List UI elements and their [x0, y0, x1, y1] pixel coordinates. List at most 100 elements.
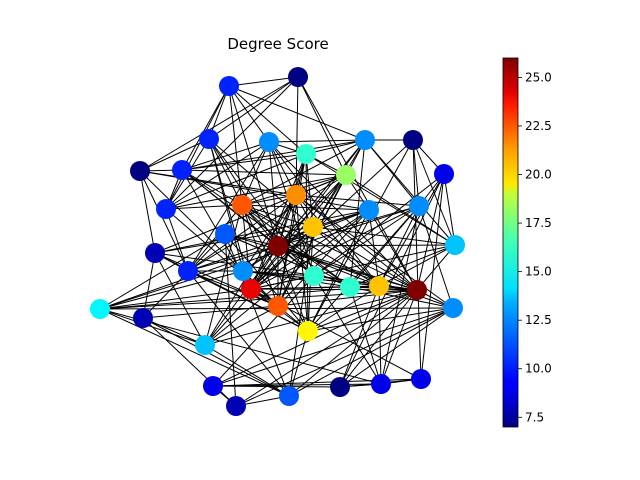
edge [204, 209, 370, 346]
colorbar: 7.5 10.0 12.5 15.0 17.5 20.0 22.5 25.0 [502, 57, 552, 428]
edge [208, 138, 279, 247]
edge [228, 85, 307, 155]
edge [187, 270, 290, 397]
edge [412, 139, 420, 207]
edge [99, 233, 226, 310]
edge [378, 173, 445, 287]
node [407, 280, 427, 300]
edge [165, 141, 270, 210]
edge [277, 289, 418, 307]
node [296, 144, 316, 164]
edge [297, 76, 347, 176]
node [226, 396, 246, 416]
edge [99, 270, 244, 310]
edge [204, 245, 279, 346]
edge [228, 85, 243, 206]
edge [154, 174, 347, 254]
edge [418, 205, 454, 309]
edge [288, 226, 314, 397]
colorbar-tick-label: 25.0 [525, 70, 552, 84]
edge [295, 194, 380, 287]
edge [268, 141, 315, 277]
edge [224, 233, 351, 288]
edge [139, 170, 189, 272]
edge [268, 141, 418, 291]
node-layer [90, 67, 465, 416]
edge [312, 226, 418, 291]
edge [187, 194, 297, 272]
edge [181, 169, 351, 288]
edge [187, 141, 270, 272]
edge [268, 139, 366, 143]
node [145, 243, 165, 263]
node [371, 374, 391, 394]
edge [228, 85, 366, 141]
colorbar-tick-label: 20.0 [525, 168, 552, 182]
edge [349, 244, 456, 288]
edge [242, 194, 297, 272]
edge [181, 169, 315, 277]
edge [142, 305, 279, 319]
edge [204, 344, 290, 397]
node [403, 130, 423, 150]
node [268, 296, 288, 316]
edge [364, 139, 456, 246]
edge [224, 233, 290, 397]
edge [181, 153, 307, 171]
node [369, 276, 389, 296]
edge [212, 385, 341, 388]
edge [208, 138, 315, 277]
edge [224, 233, 309, 332]
edge [241, 204, 370, 211]
edge [241, 139, 366, 206]
colorbar-ticks: 7.5 10.0 12.5 15.0 17.5 20.0 22.5 25.0 [518, 70, 552, 424]
edge [378, 285, 382, 385]
edge [305, 153, 314, 228]
edge [165, 76, 299, 210]
node [445, 235, 465, 255]
edge [154, 226, 314, 254]
edge [139, 76, 299, 172]
edge [165, 174, 347, 210]
edge [165, 85, 230, 210]
node [443, 298, 463, 318]
edge [99, 285, 380, 310]
edge [288, 307, 454, 397]
edge [181, 141, 270, 171]
chart-title: Degree Score [227, 35, 328, 53]
edge [420, 173, 445, 380]
edge [181, 139, 366, 171]
node [434, 164, 454, 184]
colorbar-tick-label: 7.5 [525, 410, 544, 424]
edge [208, 76, 299, 140]
edge [339, 307, 454, 388]
node [303, 217, 323, 237]
node [330, 377, 350, 397]
edge [181, 85, 230, 171]
node [304, 266, 324, 286]
node [130, 161, 150, 181]
edge [242, 270, 351, 288]
node [268, 236, 288, 256]
node [259, 132, 279, 152]
edge [295, 194, 420, 207]
edge [208, 138, 314, 228]
edge [154, 252, 279, 307]
edge [349, 286, 454, 309]
edge [228, 76, 299, 87]
edge [241, 204, 418, 291]
edge [142, 252, 156, 319]
edge [187, 270, 279, 307]
edge [139, 170, 156, 254]
node [195, 335, 215, 355]
edge [339, 289, 418, 388]
node [156, 199, 176, 219]
node [359, 200, 379, 220]
edge [307, 209, 370, 332]
node [286, 185, 306, 205]
edge [212, 383, 382, 387]
edge [312, 139, 366, 228]
colorbar-tick-label: 10.0 [525, 362, 552, 376]
edge [165, 208, 189, 272]
